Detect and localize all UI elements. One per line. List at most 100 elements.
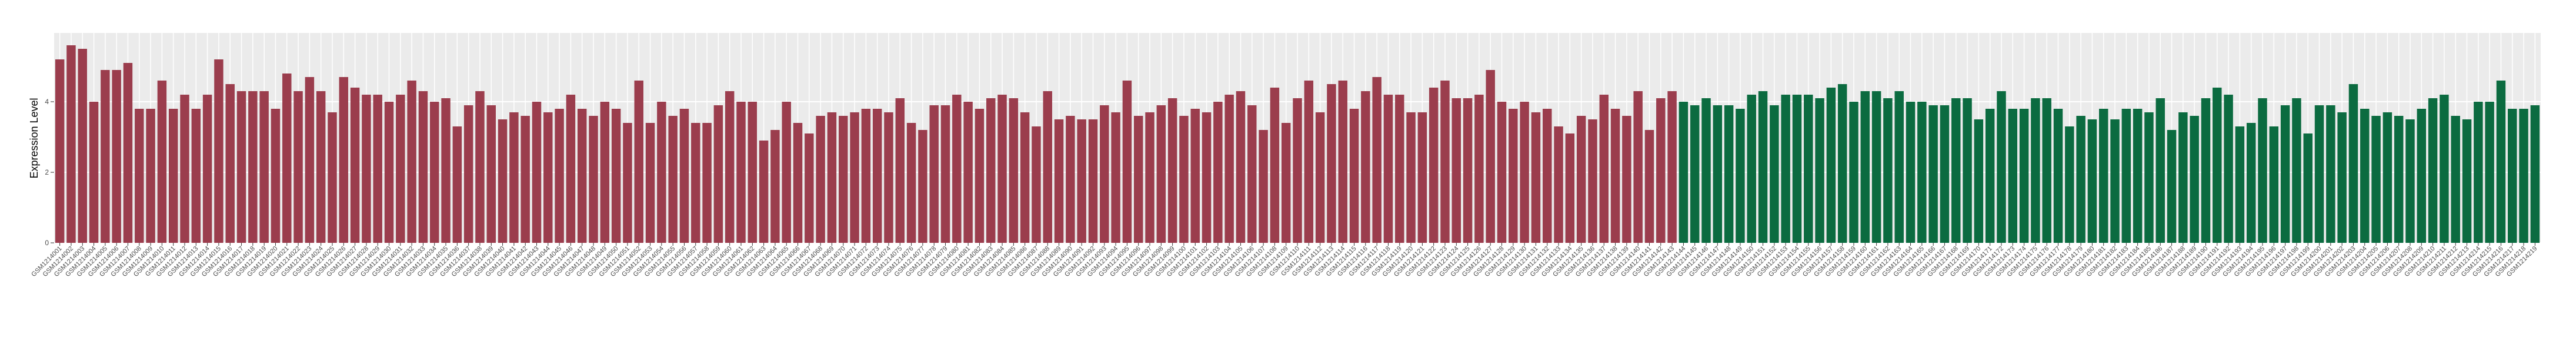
bar: [589, 116, 598, 243]
bar: [509, 112, 519, 243]
bar: [1906, 102, 1916, 243]
bar: [1770, 105, 1779, 243]
bar: [1509, 109, 1518, 243]
bar: [180, 95, 189, 243]
bar: [691, 123, 700, 243]
bar: [645, 123, 655, 243]
bar: [861, 109, 871, 243]
bar: [1304, 81, 1314, 243]
bar: [578, 109, 587, 243]
bar: [1679, 102, 1689, 243]
bar: [1429, 88, 1439, 243]
bar: [1871, 91, 1881, 243]
bar: [657, 102, 666, 243]
bar: [2269, 126, 2279, 243]
bar: [2121, 109, 2131, 243]
bar: [1940, 105, 1950, 243]
bar: [872, 109, 882, 243]
bar: [1486, 70, 1495, 243]
bar: [1020, 112, 1030, 243]
bar: [975, 109, 985, 243]
bar: [1781, 95, 1790, 243]
bar: [236, 91, 246, 243]
bar: [2190, 116, 2199, 243]
bar: [702, 123, 712, 243]
bar: [271, 109, 281, 243]
bar: [2087, 119, 2097, 243]
bar: [1599, 95, 1609, 243]
bar: [2462, 119, 2472, 243]
bar: [1690, 105, 1700, 243]
bar: [2235, 126, 2245, 243]
bar: [259, 91, 269, 243]
bar: [1883, 98, 1893, 243]
bar: [520, 116, 530, 243]
bar: [634, 81, 643, 243]
bar: [1043, 91, 1052, 243]
bar: [736, 102, 746, 243]
bar: [373, 95, 382, 243]
bar: [418, 91, 428, 243]
y-tick-label: 4: [45, 98, 49, 106]
bar: [1338, 81, 1347, 243]
bar: [1860, 91, 1870, 243]
bar: [713, 105, 723, 243]
bar: [2155, 98, 2165, 243]
bar: [1077, 119, 1086, 243]
bar: [2337, 112, 2347, 243]
bar: [1395, 95, 1404, 243]
bar: [452, 126, 462, 243]
bar: [1372, 77, 1382, 243]
bar: [2519, 109, 2528, 243]
bar: [2031, 98, 2040, 243]
bar: [1156, 105, 1166, 243]
bar: [2405, 119, 2415, 243]
bar: [1543, 109, 1552, 243]
bar: [679, 109, 689, 243]
bar: [566, 95, 576, 243]
bar: [2098, 109, 2108, 243]
bar: [101, 70, 110, 243]
bar: [1463, 98, 1473, 243]
bar: [770, 130, 780, 243]
bar: [1190, 109, 1200, 243]
bar: [112, 70, 121, 243]
bar: [1917, 102, 1927, 243]
bar: [1111, 112, 1120, 243]
bar: [1736, 109, 1745, 243]
bar: [1088, 119, 1098, 243]
bar: [2394, 116, 2404, 243]
bar: [2485, 102, 2494, 243]
bar: [2371, 116, 2381, 243]
bar: [532, 102, 542, 243]
bar: [2008, 109, 2017, 243]
bar: [1417, 112, 1427, 243]
bar: [2213, 88, 2222, 243]
bar: [1349, 109, 1359, 243]
bar: [89, 102, 99, 243]
bar: [1588, 119, 1597, 243]
bar: [55, 59, 65, 243]
bar: [963, 102, 973, 243]
bar: [1145, 112, 1154, 243]
bar: [1826, 88, 1836, 243]
bar: [2065, 126, 2074, 243]
bar: [225, 84, 235, 243]
bar: [816, 116, 825, 243]
bar: [328, 112, 337, 243]
bar: [407, 81, 416, 243]
bar: [2280, 105, 2290, 243]
bar: [748, 102, 758, 243]
bar: [2110, 119, 2120, 243]
bar: [202, 95, 212, 243]
bar: [1963, 98, 1972, 243]
bar: [759, 141, 769, 243]
bar: [1633, 91, 1643, 243]
bar: [782, 102, 791, 243]
bar: [1361, 91, 1370, 243]
bar: [895, 98, 905, 243]
bar: [2246, 123, 2256, 243]
bar: [2530, 105, 2540, 243]
bar: [839, 116, 848, 243]
bar: [2417, 109, 2427, 243]
